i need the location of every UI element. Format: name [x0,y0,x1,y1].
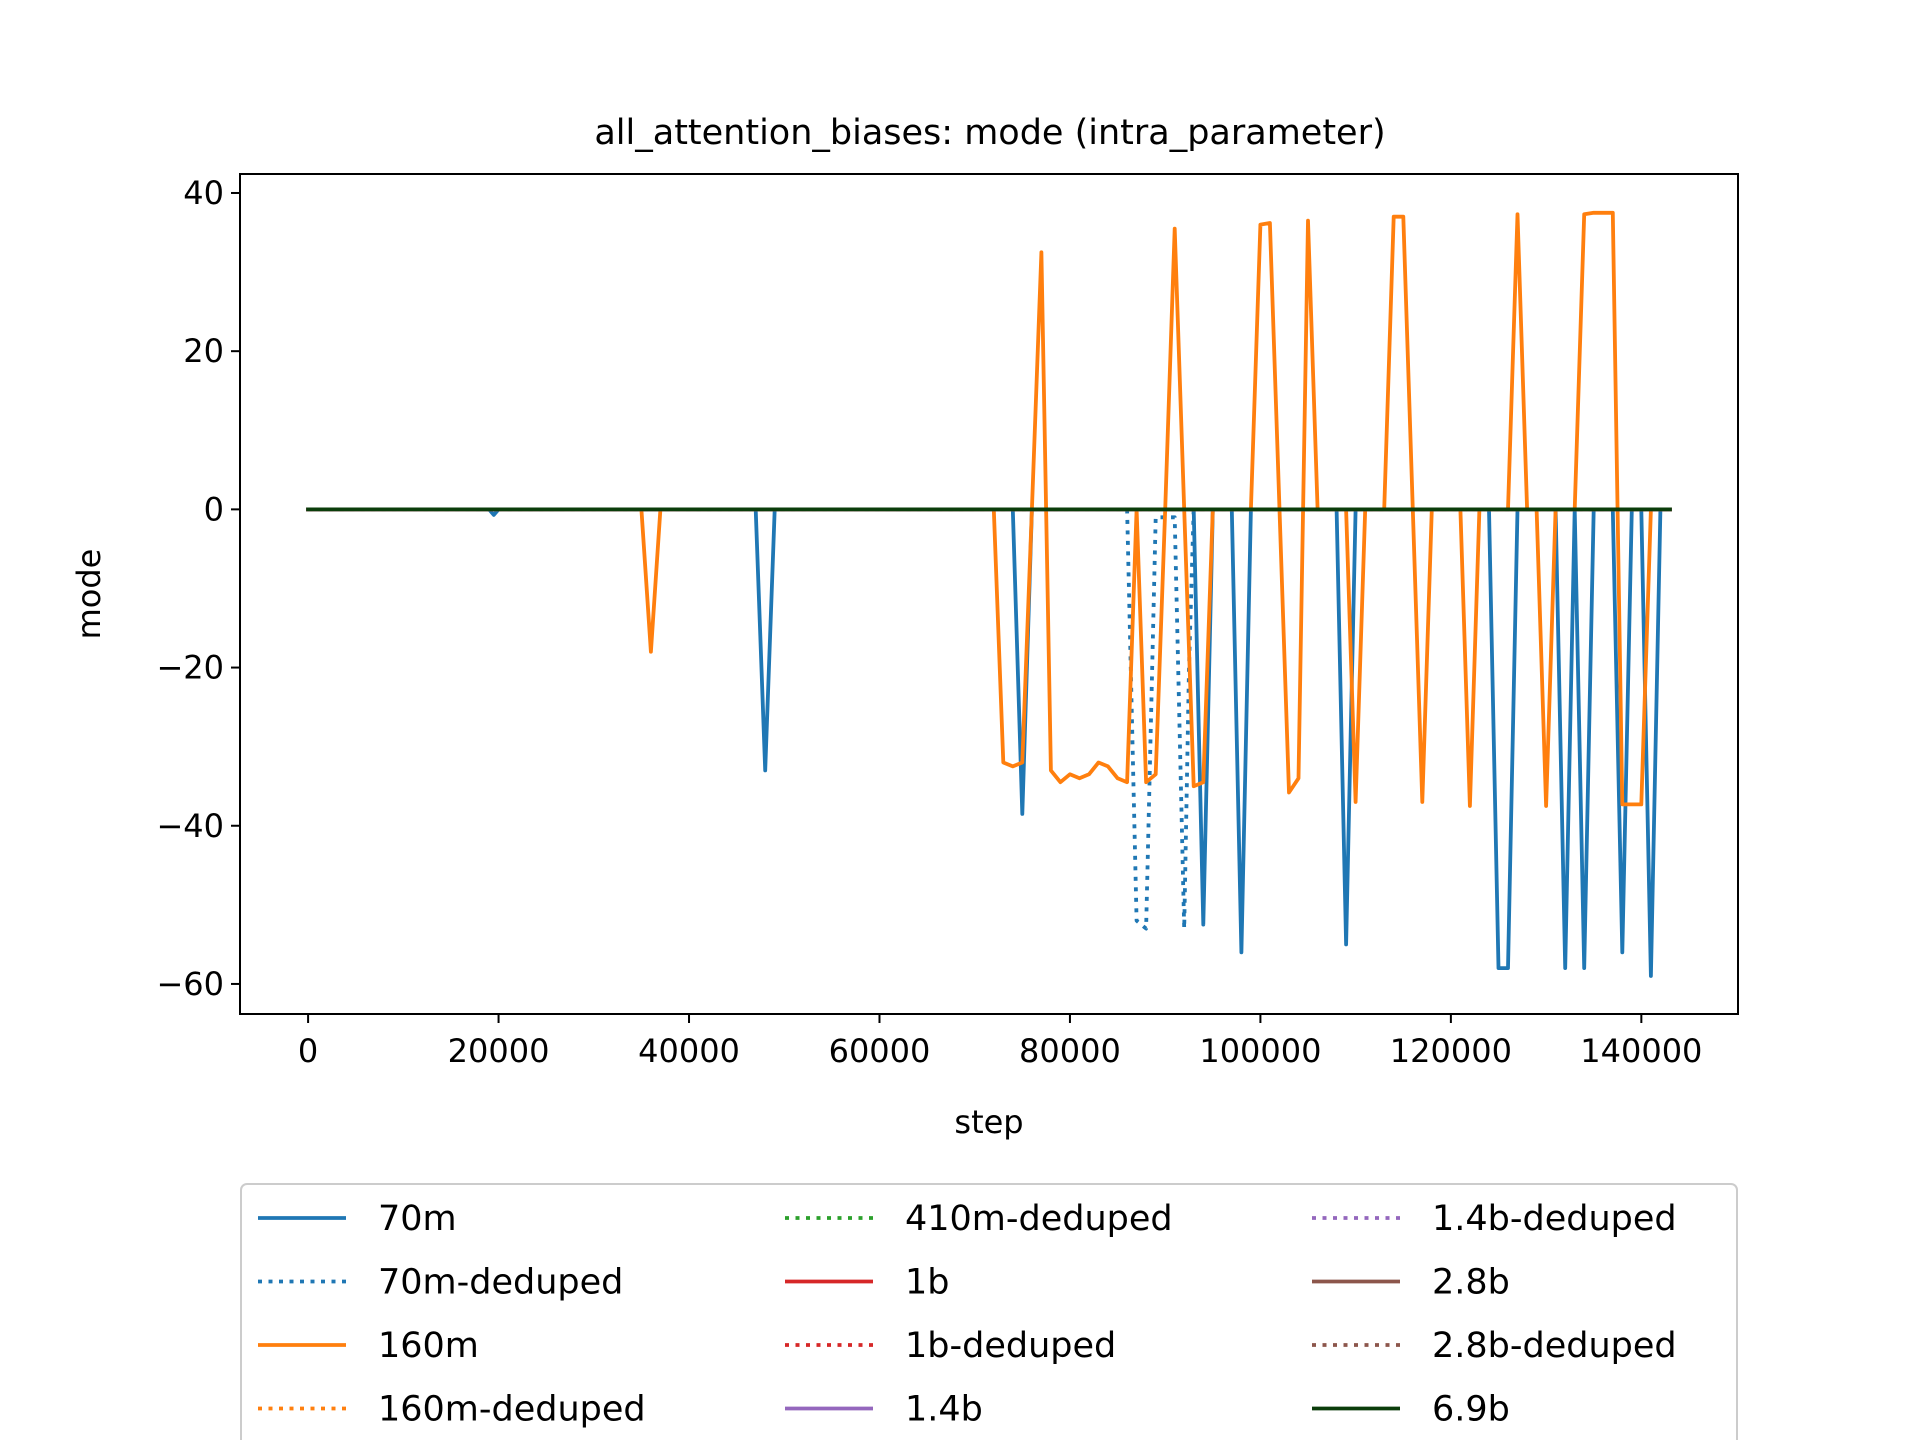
legend-label-2-8b-deduped: 2.8b-deduped [1432,1326,1677,1366]
legend-frame [240,1183,1738,1440]
chart-title: all_attention_biases: mode (intra_parame… [594,113,1385,153]
legend-label-410m-deduped: 410m-deduped [905,1199,1173,1239]
x-tick-label: 140000 [1580,1032,1702,1070]
legend: 70m 70m-deduped 160m 160m-deduped 410m-dedup… [240,1183,1738,1440]
y-tick-label: −20 [156,649,224,687]
legend-label-70m-deduped: 70m-deduped [378,1263,623,1303]
y-tick-label: 20 [183,332,224,370]
legend-label-1-4b-deduped: 1.4b-deduped [1432,1199,1677,1239]
legend-label-160m-deduped: 160m-deduped [378,1390,646,1430]
y-tick-label: −60 [156,965,224,1003]
legend-label-1b: 1b [905,1263,950,1303]
legend-label-6-9b: 6.9b [1432,1390,1510,1430]
x-tick-label: 100000 [1199,1032,1321,1070]
x-tick-label: 80000 [1019,1032,1121,1070]
x-tick-label: 0 [298,1032,318,1070]
plot-frame [239,173,1739,1015]
series-layer [306,210,1672,978]
x-axis: 0 20000 40000 60000 80000 100000 120000 140000 [298,1014,1702,1070]
y-axis-label: mode [70,549,108,640]
x-tick-label: 20000 [448,1032,550,1070]
y-tick-label: 40 [183,174,224,212]
legend-label-160m: 160m [378,1326,479,1366]
legend-label-1b-deduped: 1b-deduped [905,1326,1116,1366]
y-tick-label: 0 [204,490,224,528]
legend-label-1-4b: 1.4b [905,1390,983,1430]
legend-label-70m: 70m [378,1199,457,1239]
x-tick-label: 60000 [829,1032,931,1070]
x-tick-label: 120000 [1390,1032,1512,1070]
y-tick-label: −40 [156,807,224,845]
y-axis: −60 −40 −20 0 20 40 [156,174,240,1003]
legend-label-2-8b: 2.8b [1432,1263,1510,1303]
x-tick-label: 40000 [638,1032,740,1070]
x-axis-label: step [954,1103,1023,1141]
